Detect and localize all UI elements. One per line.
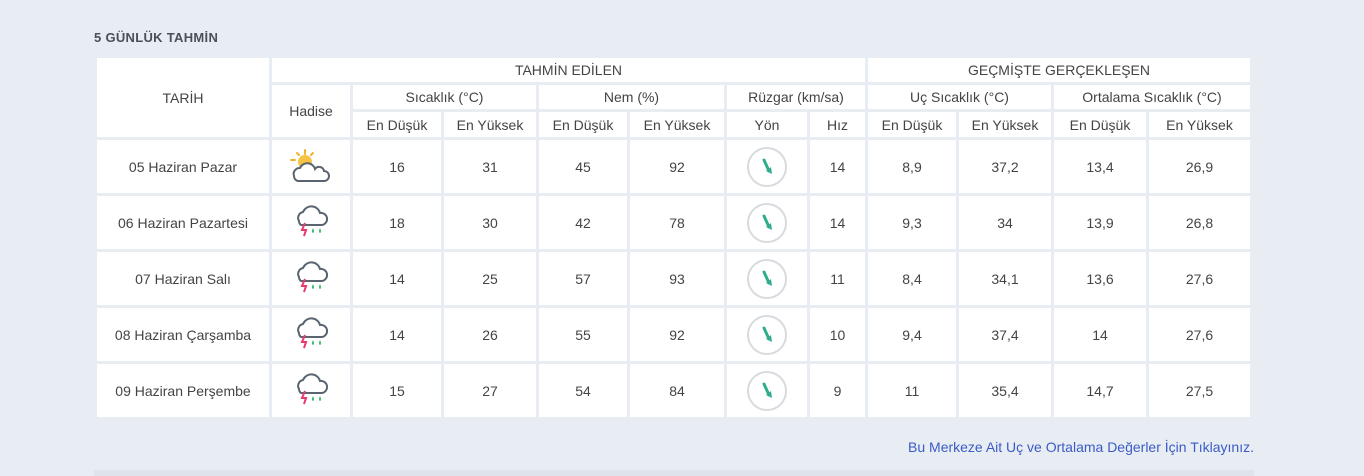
header-date: TARİH	[97, 58, 269, 137]
hum-min-cell: 54	[539, 364, 627, 417]
wind-speed-cell: 10	[810, 308, 865, 361]
wind-direction-icon	[747, 146, 787, 187]
wind-speed-cell: 14	[810, 196, 865, 249]
hum-min-cell: 45	[539, 140, 627, 193]
wind-dir-cell	[727, 140, 807, 193]
table-row: 06 Haziran Pazartesi 18 30 42 78 14 9,3 34 13,9 2…	[97, 196, 1250, 249]
wind-speed-cell: 11	[810, 252, 865, 305]
header-temp-min: En Düşük	[353, 112, 441, 137]
temp-max-cell: 31	[444, 140, 536, 193]
header-extreme-temp: Uç Sıcaklık (°C)	[868, 85, 1051, 109]
date-cell: 05 Haziran Pazar	[97, 140, 269, 193]
wind-direction-icon	[747, 314, 787, 355]
event-cell	[272, 252, 350, 305]
ext-max-cell: 34	[959, 196, 1051, 249]
wind-dir-cell	[727, 308, 807, 361]
date-cell: 07 Haziran Salı	[97, 252, 269, 305]
wind-dir-cell	[727, 252, 807, 305]
ext-max-cell: 34,1	[959, 252, 1051, 305]
hum-max-cell: 92	[630, 140, 724, 193]
temp-max-cell: 25	[444, 252, 536, 305]
header-avg-temp: Ortalama Sıcaklık (°C)	[1054, 85, 1250, 109]
avg-min-cell: 14	[1054, 308, 1146, 361]
wind-dir-cell	[727, 364, 807, 417]
ext-min-cell: 8,9	[868, 140, 956, 193]
hum-min-cell: 42	[539, 196, 627, 249]
header-event: Hadise	[272, 85, 350, 137]
temp-min-cell: 14	[353, 252, 441, 305]
hum-max-cell: 93	[630, 252, 724, 305]
wind-direction-icon	[747, 370, 787, 411]
date-cell: 06 Haziran Pazartesi	[97, 196, 269, 249]
footer-link[interactable]: Bu Merkeze Ait Uç ve Ortalama Değerler İ…	[908, 439, 1254, 455]
ext-max-cell: 37,4	[959, 308, 1051, 361]
temp-min-cell: 14	[353, 308, 441, 361]
hum-max-cell: 92	[630, 308, 724, 361]
ext-max-cell: 37,2	[959, 140, 1051, 193]
bottom-divider	[94, 470, 1254, 476]
wind-direction-icon	[747, 202, 787, 243]
event-cell	[272, 364, 350, 417]
section-title: 5 GÜNLÜK TAHMİN	[94, 30, 219, 45]
table-row: 07 Haziran Salı 14 25 57 93 11 8,4 34,1 13,6 27,6	[97, 252, 1250, 305]
wind-direction-icon	[747, 258, 787, 299]
header-wind-speed: Hız	[810, 112, 865, 137]
header-ext-max: En Yüksek	[959, 112, 1051, 137]
table-row: 09 Haziran Perşembe 15 27 54 84 9 11 35,4 14,7 27…	[97, 364, 1250, 417]
hum-min-cell: 55	[539, 308, 627, 361]
ext-max-cell: 35,4	[959, 364, 1051, 417]
thunderstorm-icon	[291, 261, 331, 298]
avg-min-cell: 14,7	[1054, 364, 1146, 417]
header-avg-max: En Yüksek	[1149, 112, 1250, 137]
ext-min-cell: 11	[868, 364, 956, 417]
thunderstorm-icon	[291, 205, 331, 242]
wind-speed-cell: 14	[810, 140, 865, 193]
header-forecast-group: TAHMİN EDİLEN	[272, 58, 865, 82]
header-hum-min: En Düşük	[539, 112, 627, 137]
temp-max-cell: 30	[444, 196, 536, 249]
event-cell	[272, 140, 350, 193]
header-hum-max: En Yüksek	[630, 112, 724, 137]
temp-max-cell: 27	[444, 364, 536, 417]
hum-max-cell: 78	[630, 196, 724, 249]
avg-max-cell: 27,6	[1149, 252, 1250, 305]
avg-max-cell: 27,5	[1149, 364, 1250, 417]
temp-max-cell: 26	[444, 308, 536, 361]
header-observed-group: GEÇMİŞTE GERÇEKLEŞEN	[868, 58, 1250, 82]
event-cell	[272, 308, 350, 361]
header-avg-min: En Düşük	[1054, 112, 1146, 137]
temp-min-cell: 15	[353, 364, 441, 417]
avg-max-cell: 26,9	[1149, 140, 1250, 193]
thunderstorm-icon	[291, 373, 331, 410]
thunderstorm-icon	[291, 317, 331, 354]
wind-speed-cell: 9	[810, 364, 865, 417]
table-row: 08 Haziran Çarşamba 14 26 55 92 10 9,4 37,4 14 27…	[97, 308, 1250, 361]
avg-min-cell: 13,4	[1054, 140, 1146, 193]
forecast-table: TARİH TAHMİN EDİLEN GEÇMİŞTE GERÇEKLEŞEN…	[94, 55, 1253, 420]
ext-min-cell: 9,3	[868, 196, 956, 249]
hum-max-cell: 84	[630, 364, 724, 417]
avg-min-cell: 13,6	[1054, 252, 1146, 305]
date-cell: 09 Haziran Perşembe	[97, 364, 269, 417]
avg-max-cell: 26,8	[1149, 196, 1250, 249]
wind-dir-cell	[727, 196, 807, 249]
header-humidity: Nem (%)	[539, 85, 724, 109]
header-ext-min: En Düşük	[868, 112, 956, 137]
ext-min-cell: 9,4	[868, 308, 956, 361]
ext-min-cell: 8,4	[868, 252, 956, 305]
date-cell: 08 Haziran Çarşamba	[97, 308, 269, 361]
avg-max-cell: 27,6	[1149, 308, 1250, 361]
hum-min-cell: 57	[539, 252, 627, 305]
avg-min-cell: 13,9	[1054, 196, 1146, 249]
header-wind-dir: Yön	[727, 112, 807, 137]
event-cell	[272, 196, 350, 249]
header-temp-max: En Yüksek	[444, 112, 536, 137]
partly-cloudy-icon	[288, 149, 334, 185]
table-row: 05 Haziran Pazar 16 31 45 92 14 8,9 37,2 13,4 26,…	[97, 140, 1250, 193]
temp-min-cell: 18	[353, 196, 441, 249]
header-wind: Rüzgar (km/sa)	[727, 85, 865, 109]
temp-min-cell: 16	[353, 140, 441, 193]
header-temperature: Sıcaklık (°C)	[353, 85, 536, 109]
